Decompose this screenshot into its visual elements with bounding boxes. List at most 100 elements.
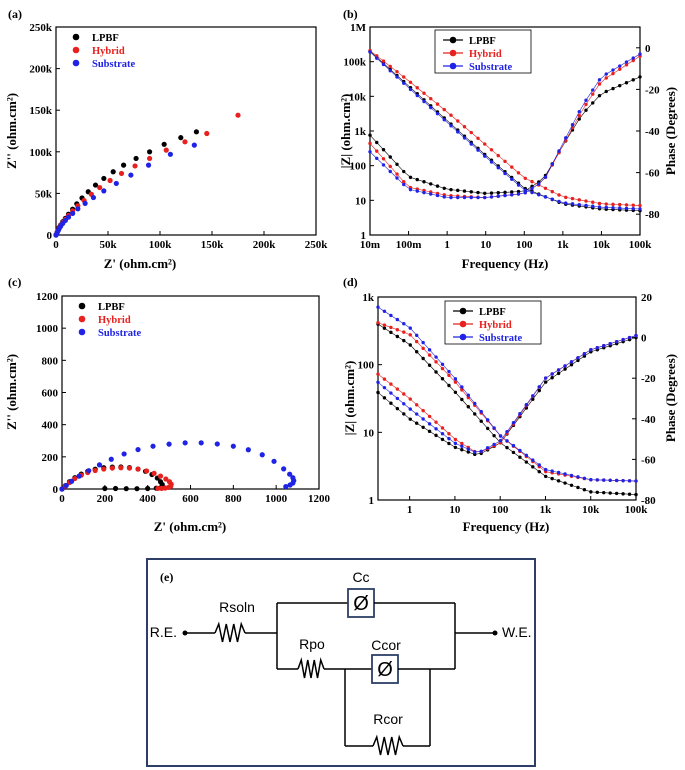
magnitude-point-Substrate <box>503 171 507 176</box>
data-point-Hybrid <box>118 170 125 177</box>
phase-point-Substrate <box>389 391 393 395</box>
magnitude-point-Hybrid <box>469 130 473 135</box>
magnitude-point-Substrate <box>473 401 477 406</box>
phase-point-Substrate <box>582 352 587 356</box>
magnitude-point-Substrate <box>415 93 419 98</box>
phase-point-Substrate <box>604 72 608 76</box>
data-point-Hybrid <box>155 485 161 491</box>
magnitude-point-Substrate <box>627 479 632 483</box>
magnitude-point-Hybrid <box>557 193 561 197</box>
magnitude-point-Hybrid <box>570 196 575 201</box>
magnitude-point-Substrate <box>516 183 521 187</box>
phase-point-Hybrid <box>604 76 608 80</box>
data-point-Hybrid <box>151 470 157 476</box>
y-tick-label: 0 <box>53 484 59 496</box>
y2-tick-label: -40 <box>645 126 660 138</box>
data-point-Substrate <box>62 217 68 224</box>
magnitude-point-Hybrid <box>550 189 554 194</box>
magnitude-point-Substrate <box>505 439 509 443</box>
phase-point-Substrate <box>510 193 514 197</box>
x-tick-label: 400 <box>139 493 156 505</box>
data-point-Hybrid <box>235 112 241 118</box>
legend-label-LPBF: LPBF <box>469 36 496 47</box>
data-point-Substrate <box>287 471 293 477</box>
data-point-LPBF <box>178 135 184 141</box>
legend-label-Hybrid: Hybrid <box>98 315 131 326</box>
x-tick-label: 200k <box>253 239 277 251</box>
x-axis-label: Z' (ohm.cm²) <box>104 256 177 271</box>
data-point-Substrate <box>245 447 251 453</box>
phase-point-Substrate <box>595 346 599 350</box>
magnitude-point-Hybrid <box>577 198 581 202</box>
magnitude-point-Substrate <box>544 467 548 472</box>
phase-point-Substrate <box>584 98 588 102</box>
phase-point-Substrate <box>442 195 446 199</box>
data-point-Substrate <box>150 443 156 449</box>
phase-point-LPBF <box>435 184 440 188</box>
phase-point-Substrate <box>621 337 625 342</box>
y-axis-label: Z'' (ohm.cm²) <box>4 93 19 169</box>
magnitude-point-Substrate <box>608 478 612 482</box>
phase-point-Substrate <box>473 450 477 454</box>
phase-point-LPBF <box>447 441 451 446</box>
magnitude-point-Hybrid <box>516 171 521 175</box>
phase-point-LPBF <box>388 155 392 159</box>
phase-point-Hybrid <box>577 113 581 118</box>
plot-frame-d <box>377 296 637 501</box>
phase-point-Substrate <box>564 136 568 140</box>
phase-point-LPBF <box>449 187 453 192</box>
magnitude-point-LPBF <box>563 481 567 485</box>
phase-point-Hybrid <box>460 441 464 446</box>
phase-point-Hybrid <box>402 180 406 184</box>
magnitude-point-Hybrid <box>395 328 400 332</box>
data-point-Hybrid <box>157 473 164 479</box>
phase-point-Substrate <box>483 195 487 200</box>
phase-point-Substrate <box>618 64 622 68</box>
phase-point-LPBF <box>510 190 514 194</box>
magnitude-point-Substrate <box>415 333 419 338</box>
phase-point-Substrate <box>440 431 445 436</box>
x-tick-label: 800 <box>225 493 242 505</box>
ccor-label: Ccor <box>371 637 401 653</box>
phase-point-Hybrid <box>618 67 622 71</box>
data-point-Substrate <box>121 451 127 457</box>
phase-point-LPBF <box>550 376 554 380</box>
data-point-Substrate <box>59 486 65 492</box>
magnitude-point-LPBF <box>402 338 406 343</box>
phase-point-Substrate <box>631 56 635 60</box>
y-tick-label: 0 <box>47 230 53 242</box>
legend-marker-LPBF <box>459 307 467 315</box>
magnitude-point-Hybrid <box>476 136 480 140</box>
magnitude-point-Hybrid <box>408 80 413 84</box>
magnitude-point-Substrate <box>492 426 496 430</box>
phase-point-LPBF <box>415 421 419 425</box>
we-terminal-label: W.E. <box>502 624 532 640</box>
y-tick-label: 50k <box>35 188 53 200</box>
re-terminal-label: R.E. <box>150 624 177 640</box>
magnitude-point-Hybrid <box>618 202 622 207</box>
magnitude-point-Substrate <box>402 81 406 85</box>
y2-tick-label: -20 <box>645 84 660 96</box>
magnitude-point-Substrate <box>510 177 514 181</box>
magnitude-point-Substrate <box>453 377 458 381</box>
phase-point-LPBF <box>429 182 433 186</box>
phase-point-Hybrid <box>453 437 458 442</box>
magnitude-point-Substrate <box>569 473 574 478</box>
legend-marker-Substrate <box>78 328 86 336</box>
phase-point-Substrate <box>395 396 400 401</box>
phase-point-Substrate <box>408 187 413 192</box>
y-axis-label: |Z| (ohm.cm²) <box>338 94 353 169</box>
magnitude-point-LPBF <box>544 474 548 479</box>
magnitude-point-Substrate <box>557 199 561 204</box>
data-point-Hybrid <box>107 177 113 184</box>
legend-marker-Hybrid <box>459 320 467 328</box>
panel-label-e: (e) <box>160 570 173 584</box>
data-point-LPBF <box>92 182 99 188</box>
phase-point-Substrate <box>498 438 503 443</box>
data-point-Hybrid <box>92 467 98 474</box>
phase-point-Substrate <box>415 412 419 416</box>
magnitude-point-Hybrid <box>523 176 527 180</box>
x-tick-label: 100 <box>492 504 509 516</box>
data-point-Hybrid <box>163 476 169 482</box>
